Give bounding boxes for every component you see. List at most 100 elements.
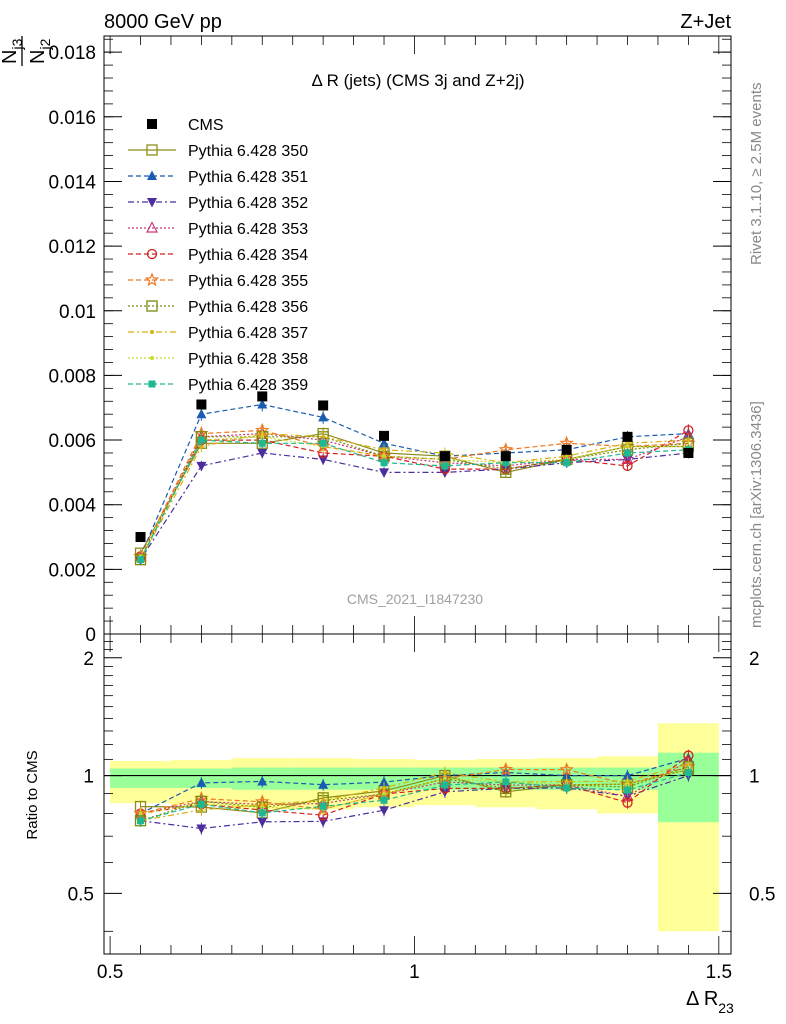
series-point [622, 460, 633, 472]
legend-label-4: Pythia 6.428 354 [188, 247, 308, 264]
ratio-point [379, 806, 390, 816]
ratio-tick-label: 2 [83, 649, 94, 670]
ratio-point [257, 775, 268, 786]
x-tick-label: 0.5 [97, 962, 123, 983]
legend-label-9: Pythia 6.428 359 [188, 377, 308, 394]
mcplots-label: mcplots.cern.ch [arXiv:1306.3436] [748, 401, 765, 628]
ratio-point [257, 817, 268, 828]
legend-marker-7 [150, 330, 154, 334]
series-point [441, 462, 449, 470]
legend-marker-0 [146, 144, 158, 156]
y-tick-label: 0.01 [59, 302, 96, 323]
y-axis-label: Nj3 Nj2 [0, 36, 53, 66]
main-axes: 0 0.002 0.004 0.006 0.008 0.01 0.012 0.014 0.016… [48, 36, 731, 646]
ratio-point [441, 781, 449, 789]
ratio-line-4 [140, 755, 689, 816]
legend: CMS Pythia 6.428 350 Pythia 6.428 351 Pythi… [128, 117, 308, 394]
ratio-point [684, 769, 692, 777]
y-tick-label: 0.016 [48, 108, 96, 129]
cms-data-point [135, 532, 146, 543]
series-point [686, 438, 691, 443]
ratio-line-1 [140, 757, 689, 815]
series-point [257, 448, 268, 459]
series-point [258, 439, 266, 447]
ratio-point [622, 770, 633, 780]
ratio-tick-label-right: 0.5 [749, 884, 775, 905]
ratio-point [559, 762, 574, 776]
series-point [379, 437, 390, 448]
ratio-line-8 [140, 769, 689, 815]
series-line-7 [139, 432, 689, 560]
series-point [319, 439, 327, 447]
series-point [260, 434, 265, 439]
series-point [502, 459, 510, 467]
ratio-point [318, 817, 329, 827]
y-tick-label: 0.014 [48, 172, 96, 193]
legend-label-0: Pythia 6.428 350 [188, 143, 308, 160]
series-point [379, 468, 390, 478]
legend-label-2: Pythia 6.428 352 [188, 195, 308, 212]
series-line-5 [139, 429, 689, 557]
series-point [137, 556, 145, 564]
ratio-point [197, 800, 205, 808]
y-tick-label: 0.012 [48, 237, 96, 258]
ratio-tick-label: 0.5 [68, 884, 94, 905]
ratio-axis-label: Ratio to CMS [24, 750, 41, 839]
x-tick-label: 1.5 [706, 962, 732, 983]
ratio-panel-frame [103, 633, 732, 955]
series-point [382, 454, 387, 459]
series-point [196, 408, 207, 419]
legend-marker-2 [147, 198, 157, 208]
ratio-tick-label: 1 [83, 767, 94, 788]
series-point [382, 447, 387, 452]
y-tick-label: 0.008 [48, 366, 96, 387]
y-axis-label-denominator: Nj2 [27, 38, 53, 64]
ratio-axes: 0.5 1 1.5 0.5 0.5 1 1 2 2 [68, 634, 775, 983]
series-point [624, 449, 632, 457]
series-point [318, 411, 329, 422]
ratio-point [382, 791, 387, 796]
series-point [257, 398, 268, 409]
ratio-point [442, 776, 447, 781]
series-line-8 [139, 436, 689, 557]
cms-data-point [196, 399, 207, 410]
series-line-4 [139, 429, 689, 557]
legend-marker-6 [146, 300, 158, 312]
legend-marker-8 [150, 356, 154, 360]
series-line-6 [139, 436, 689, 560]
ratio-point [498, 761, 514, 776]
ratio-point [382, 785, 387, 790]
ratio-point [379, 776, 390, 787]
ratio-point [624, 786, 632, 794]
ratio-point [196, 824, 207, 834]
legend-label-5: Pythia 6.428 355 [188, 273, 308, 290]
ratio-point [442, 770, 447, 775]
y-tick-label: 0.004 [48, 496, 96, 517]
cms-data-point [561, 444, 572, 455]
ratio-point [196, 777, 207, 787]
series-point [199, 444, 204, 449]
cms-data-point [257, 391, 268, 402]
ratio-line-3 [140, 760, 689, 815]
x-tick-label: 1 [409, 962, 420, 983]
ratio-point [137, 817, 145, 825]
y-tick-label: 0 [85, 625, 96, 646]
cms-data-point [439, 451, 450, 462]
ratio-tick-label-right: 2 [749, 649, 760, 670]
legend-marker-5 [144, 272, 160, 287]
series-point [625, 444, 630, 449]
legend-label-1: Pythia 6.428 351 [188, 169, 308, 186]
series-line-1 [139, 403, 689, 557]
header-process-label: Z+Jet [680, 11, 731, 33]
legend-label-7: Pythia 6.428 357 [188, 325, 308, 342]
ratio-point [318, 779, 329, 789]
ratio-tick-label-right: 1 [749, 767, 760, 788]
cms-data-points [135, 391, 694, 543]
plot-title: Δ R (jets) (CMS 3j and Z+2j) [311, 71, 524, 90]
ratio-point [622, 797, 633, 808]
cms-data-point [683, 447, 694, 458]
legend-marker-3 [146, 221, 158, 233]
y-tick-label: 0.002 [48, 560, 96, 581]
y-axis-label-numerator: Nj3 [0, 38, 25, 64]
ratio-point [625, 782, 630, 787]
